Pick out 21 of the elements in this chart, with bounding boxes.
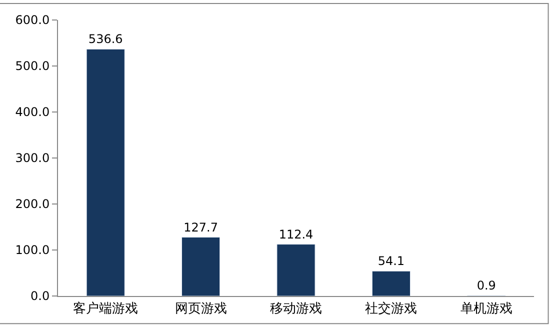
y-tick-label: 0.0 xyxy=(30,289,50,304)
x-tick-label: 客户端游戏 xyxy=(73,300,138,317)
y-tick-label: 200.0 xyxy=(15,197,50,212)
y-tick-label: 300.0 xyxy=(15,151,50,166)
y-tick-label: 400.0 xyxy=(15,105,50,120)
x-tick-label: 单机游戏 xyxy=(460,302,512,317)
y-tick-label: 500.0 xyxy=(15,59,50,74)
bar xyxy=(372,270,410,296)
bar xyxy=(86,48,125,296)
data-label: 536.6 xyxy=(88,32,123,46)
x-tick-label: 移动游戏 xyxy=(270,302,322,317)
bar xyxy=(182,237,220,296)
x-tick-label: 社交游戏 xyxy=(365,300,418,317)
bar xyxy=(276,244,316,296)
x-tick-label: 网页游戏 xyxy=(174,302,227,317)
data-label: 54.1 xyxy=(378,254,405,268)
y-tick-label: 100.0 xyxy=(15,243,50,258)
data-label: 0.9 xyxy=(476,278,496,293)
y-tick-label: 600.0 xyxy=(15,13,50,28)
data-label: 127.7 xyxy=(184,220,218,234)
data-label: 112.4 xyxy=(278,227,314,242)
